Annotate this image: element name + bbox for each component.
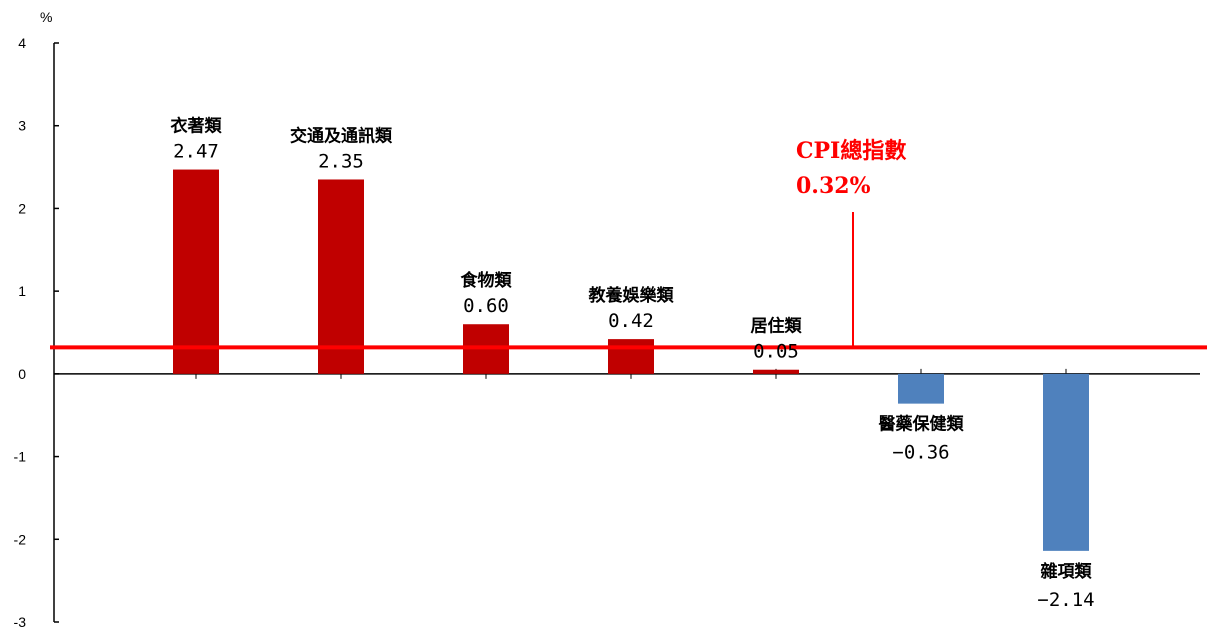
bar-labels: 衣著類 2.47 交通及通訊類 2.35 食物類 0.60 教養娛樂類 0.42 居住類 0.05… (171, 116, 1095, 611)
value-label: 2.47 (173, 141, 219, 163)
bar (753, 369, 799, 374)
category-label: 居住類 (751, 316, 803, 337)
y-tick-label: -2 (14, 531, 27, 547)
category-label: 教養娛樂類 (588, 285, 675, 306)
y-tick-label: 1 (18, 283, 26, 299)
y-tick-label: 0 (18, 366, 26, 382)
category-label: 食物類 (461, 270, 513, 291)
category-label: 交通及通訊類 (290, 125, 393, 146)
y-tick-label: 2 (18, 200, 26, 216)
value-label: 0.42 (608, 310, 654, 332)
value-label: −0.36 (892, 442, 949, 464)
y-tick-label: -3 (14, 614, 27, 630)
category-label: 雜項類 (1041, 561, 1093, 582)
y-tick-label: 4 (18, 35, 26, 51)
bar (1043, 373, 1089, 551)
cpi-label: CPI總指數 (796, 138, 906, 164)
y-tick-label: -1 (14, 449, 27, 465)
cpi-value-label: 0.32% (796, 173, 871, 199)
bar (173, 169, 219, 374)
bars (173, 169, 1089, 551)
value-label: 0.05 (753, 341, 799, 363)
value-label: −2.14 (1037, 589, 1094, 611)
y-axis-ticks: 4 3 2 1 0 -1 -2 -3 (14, 35, 59, 630)
value-label: 2.35 (318, 150, 364, 172)
y-axis-unit-label: % (40, 9, 52, 25)
category-label: 醫藥保健類 (879, 414, 965, 435)
value-label: 0.60 (463, 295, 509, 317)
y-tick-label: 3 (18, 118, 26, 134)
bar (898, 373, 944, 404)
bar (318, 179, 364, 374)
bar (608, 339, 654, 374)
cpi-reference: CPI總指數 0.32% (50, 138, 1207, 350)
category-label: 衣著類 (171, 116, 223, 137)
